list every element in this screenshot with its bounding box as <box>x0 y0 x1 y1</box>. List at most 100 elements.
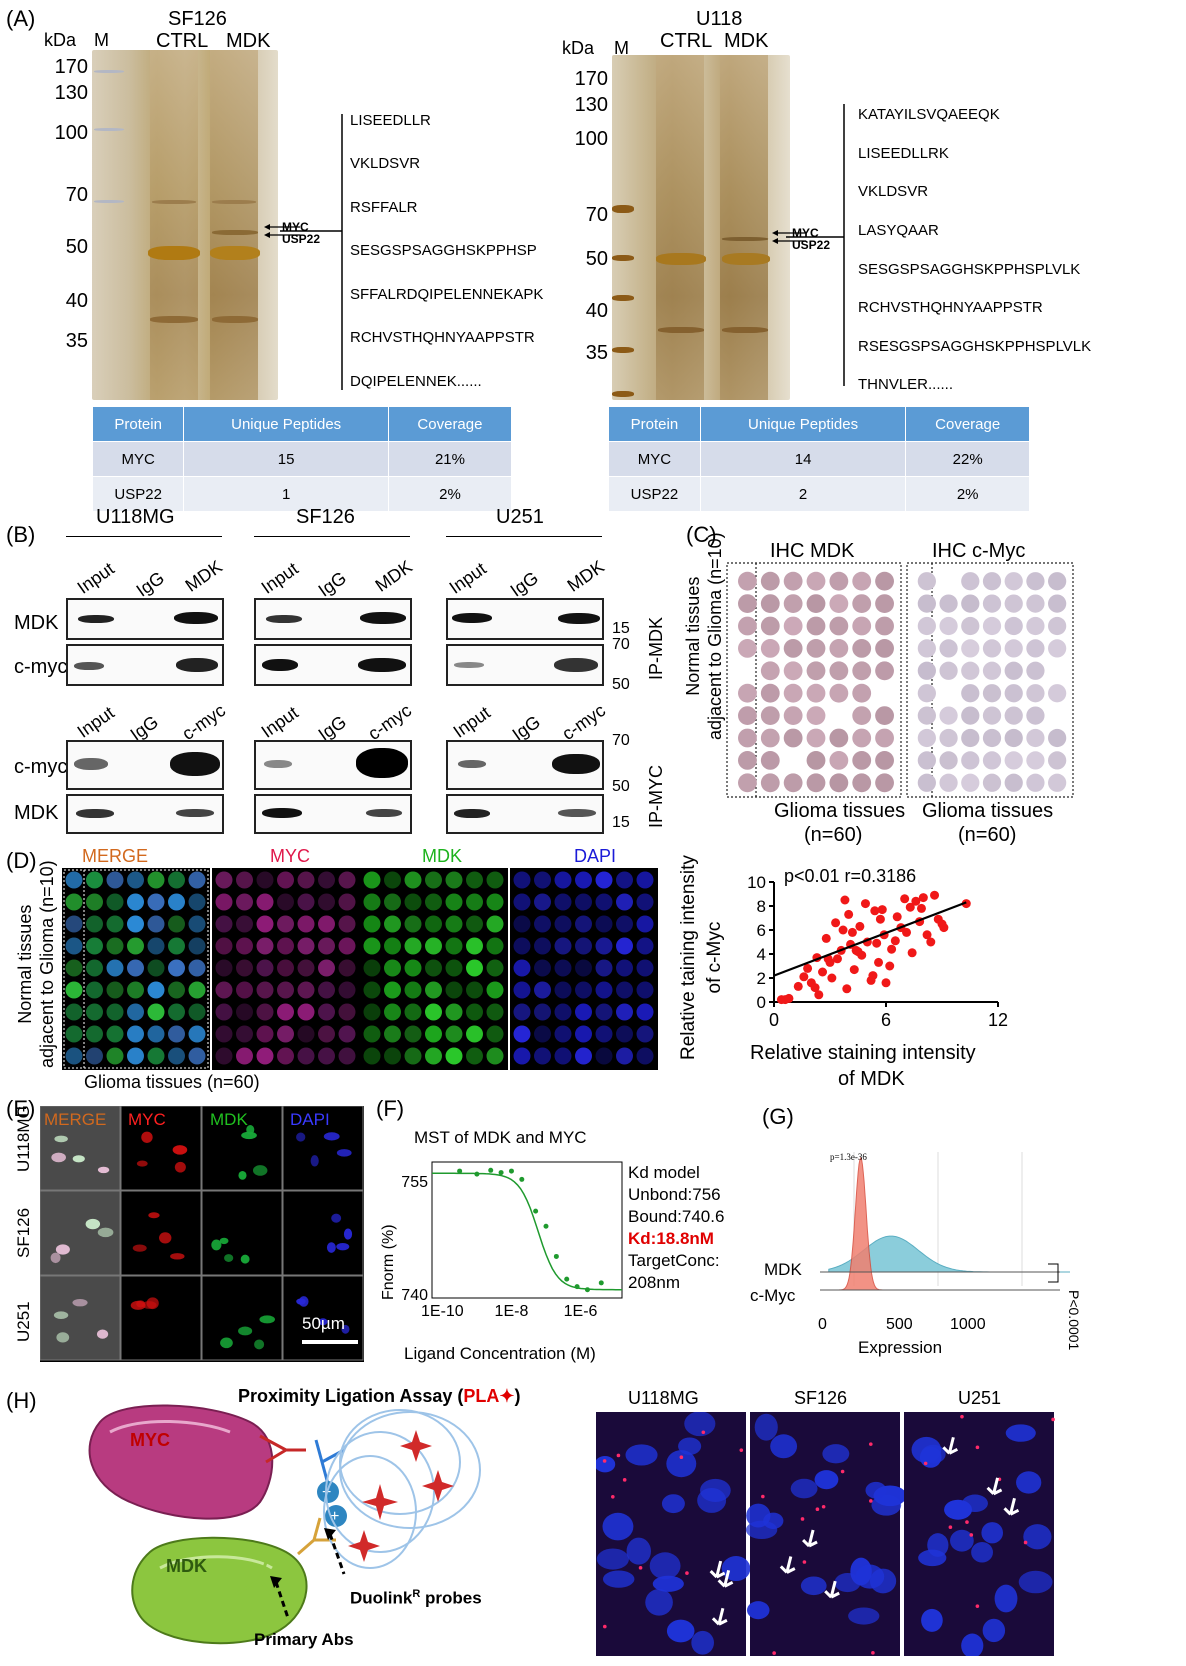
tissue-core <box>534 937 551 955</box>
mst-point <box>488 1167 494 1173</box>
lane-label: Input <box>449 702 494 742</box>
tissue-core <box>445 871 463 889</box>
tissue-core <box>534 981 551 999</box>
nucleus <box>800 1576 827 1596</box>
tissue-core <box>760 616 780 636</box>
tissue-core <box>513 1003 531 1021</box>
scatter-point <box>855 921 865 931</box>
density-sig: P<0.0001 <box>1066 1290 1082 1351</box>
tissue-core <box>616 959 633 977</box>
cell-signal <box>130 1300 146 1310</box>
pla-signal <box>960 1414 964 1419</box>
tissue-core <box>1004 773 1023 792</box>
tissue-core <box>595 1003 613 1021</box>
gel-right-arrow-myc: MYC <box>792 226 819 240</box>
tissue-core <box>215 871 233 889</box>
peptide: SFFALRDQIPELENNEKAPK <box>350 286 544 303</box>
tissue-core <box>86 893 103 911</box>
cell-tile <box>120 1275 202 1361</box>
tissue-core <box>236 937 253 955</box>
mw-left-50: 50 <box>65 236 88 258</box>
tissue-core <box>852 773 872 793</box>
tissue-core <box>65 893 83 911</box>
tissue-core <box>236 871 253 889</box>
gel-left-arrow-usp22: USP22 <box>282 232 321 246</box>
tissue-core <box>534 1003 551 1021</box>
cell-signal <box>240 1254 250 1264</box>
tissue-core <box>513 981 531 999</box>
e-channel-mdk: MDK <box>210 1110 248 1129</box>
pla-primary-label: Primary Abs <box>254 1630 354 1649</box>
tissue-core <box>875 706 894 726</box>
blot-sf126-ip-cmyc <box>254 740 412 790</box>
tissue-core <box>513 1025 531 1043</box>
scatter-xlabel-2: of MDK <box>838 1068 905 1090</box>
ihc-cmyc-array <box>906 562 1074 798</box>
tissue-core <box>806 706 826 726</box>
mw-right-170: 170 <box>574 68 608 90</box>
cell-line-u251: U251 <box>496 506 544 528</box>
tissue-core <box>616 915 633 933</box>
tissue-core <box>554 893 572 911</box>
tissue-core <box>384 893 401 911</box>
mst-fit-curve <box>432 1172 622 1291</box>
mw-50: 50 <box>612 676 630 693</box>
scatter-point <box>849 965 859 975</box>
nucleus <box>1016 1471 1042 1494</box>
peptide: VKLDSVR <box>350 155 421 172</box>
peptide: SESGSPSAGGHSKPPHSPLVLK <box>858 261 1081 278</box>
tissue-core <box>575 871 592 889</box>
cell-line-sf126: SF126 <box>296 506 355 528</box>
nucleus <box>981 1522 1004 1544</box>
cell-signal <box>53 1311 69 1319</box>
tissue-core <box>783 683 803 703</box>
tissue-core <box>466 959 483 977</box>
pla-arrow-icon <box>779 1556 796 1574</box>
e-row-label: U118MG <box>14 1105 33 1172</box>
tissue-core <box>363 1003 381 1021</box>
tissue-core <box>513 937 531 955</box>
pla-signal <box>975 1445 980 1450</box>
tissue-core <box>534 871 551 889</box>
row-label-cmyc: c-myc <box>14 756 68 778</box>
gel-left-m: M <box>94 30 109 50</box>
cell-signal <box>224 1254 234 1262</box>
tissue-core <box>806 750 826 770</box>
tissue-core <box>318 1047 335 1065</box>
svg-text:+: + <box>330 1508 339 1525</box>
tissue-core <box>554 959 572 977</box>
tissue-core <box>636 1003 654 1021</box>
tissue-core <box>616 893 633 911</box>
nucleus <box>911 1436 942 1463</box>
tissue-core <box>806 683 826 703</box>
pla-star-icon: ✦ <box>499 1386 515 1406</box>
tissue-core <box>1048 728 1067 748</box>
scatter-point <box>961 899 971 909</box>
tissue-core <box>445 937 463 955</box>
tissue-core <box>277 959 294 977</box>
tissue-core <box>513 1047 531 1065</box>
cell-signal <box>97 1166 110 1174</box>
sig-bracket <box>1048 1263 1059 1283</box>
tissue-core <box>486 1047 504 1065</box>
cell-signal <box>55 1244 70 1255</box>
tissue-core <box>256 959 274 977</box>
tissue-core <box>917 616 936 636</box>
cell-signal <box>97 1227 114 1238</box>
tissue-core <box>384 1003 401 1021</box>
tissue-core <box>982 773 1002 792</box>
ip-myc-label: IP-MYC <box>646 765 666 828</box>
tissue-core <box>404 959 422 977</box>
merge-bg <box>40 1106 120 1190</box>
panel-label-c: (C) <box>686 522 717 547</box>
mst-point <box>498 1170 504 1176</box>
y-tick-label: 2 <box>757 969 766 988</box>
panel-label-g: (G) <box>762 1104 794 1129</box>
tissue-core <box>338 893 356 911</box>
tissue-core <box>939 594 958 613</box>
tissue-core <box>168 1025 185 1043</box>
x-tick-label: 0 <box>769 1010 779 1030</box>
peptide: SESGSPSAGGHSKPPHSP <box>350 242 537 259</box>
scatter-point <box>842 984 852 994</box>
tissue-core <box>917 751 936 770</box>
